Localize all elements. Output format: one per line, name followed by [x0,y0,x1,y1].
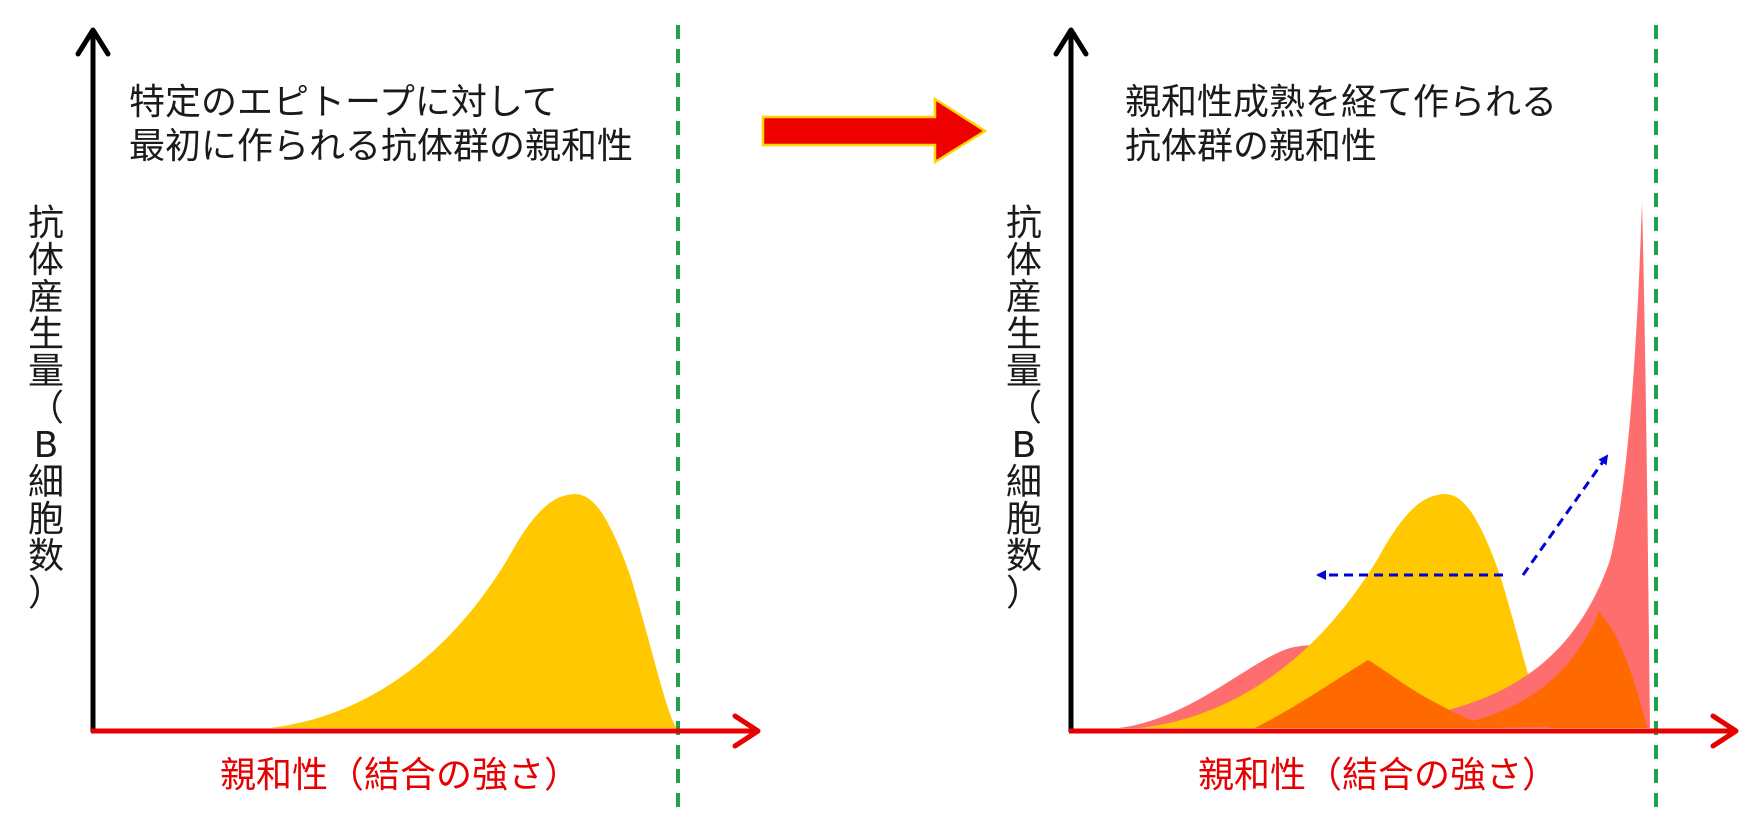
overlap-region-low [1255,660,1500,728]
x-axis-arrowhead-icon [732,713,761,749]
initial-affinity-distribution [270,494,677,728]
transition-arrow-icon [761,96,988,165]
y-axis-label-char: 産 [27,277,64,318]
left-title-line-2: 最初に作られる抗体群の親和性 [129,126,634,167]
y-axis-label-char: 数 [27,536,64,577]
y-axis-label-char: B [1011,425,1037,466]
y-axis-label-char: 抗 [27,203,64,244]
y-axis-label-char: 細 [27,462,64,503]
y-axis-label-char: 抗 [1005,203,1042,244]
left-y-axis-label: 抗体産生量（B 細胞数） [21,205,71,612]
left-panel-title: 特定のエピトープに対して 最初に作られる抗体群の親和性 [129,81,633,169]
y-axis-label-char: 量 [1005,351,1042,392]
y-axis-arrowhead-icon [75,27,111,57]
y-axis-label-char: 生 [27,314,64,355]
y-axis-label-char: ） [1005,573,1042,614]
y-axis-arrowhead-icon [1053,27,1089,57]
overlap-region-high-right [1548,612,1647,728]
right-panel-title: 親和性成熟を経て作られる 抗体群の親和性 [1125,81,1557,169]
y-axis-label-char: 細 [1005,462,1042,503]
right-x-axis-label: 親和性（結合の強さ） [1198,755,1559,796]
y-axis-label-char: 数 [1005,536,1042,577]
y-axis-label-char: 量 [27,351,64,392]
y-axis-label-char: 胞 [27,499,64,540]
right-title-line-1: 親和性成熟を経て作られる [1125,82,1558,123]
shift-to-high-affinity-arrow [1521,454,1609,576]
initial-affinity-distribution-reference [1140,494,1547,728]
y-axis-label-char: （ [27,388,64,429]
y-axis-label-char: 体 [27,240,64,281]
y-axis-label-char: B [33,425,59,466]
y-axis-label-char: 生 [1005,314,1042,355]
y-axis-label-char: （ [1005,388,1042,429]
right-y-axis-label: 抗体産生量（B 細胞数） [999,205,1049,612]
left-x-axis-label: 親和性（結合の強さ） [220,755,581,796]
left-title-line-1: 特定のエピトープに対して [129,82,558,123]
y-axis-label-char: 体 [1005,240,1042,281]
y-axis-label-char: 胞 [1005,499,1042,540]
right-title-line-2: 抗体群の親和性 [1125,126,1378,167]
x-axis-arrowhead-icon [1710,713,1739,749]
y-axis-label-char: ） [27,573,64,614]
y-axis-label-char: 産 [1005,277,1042,318]
